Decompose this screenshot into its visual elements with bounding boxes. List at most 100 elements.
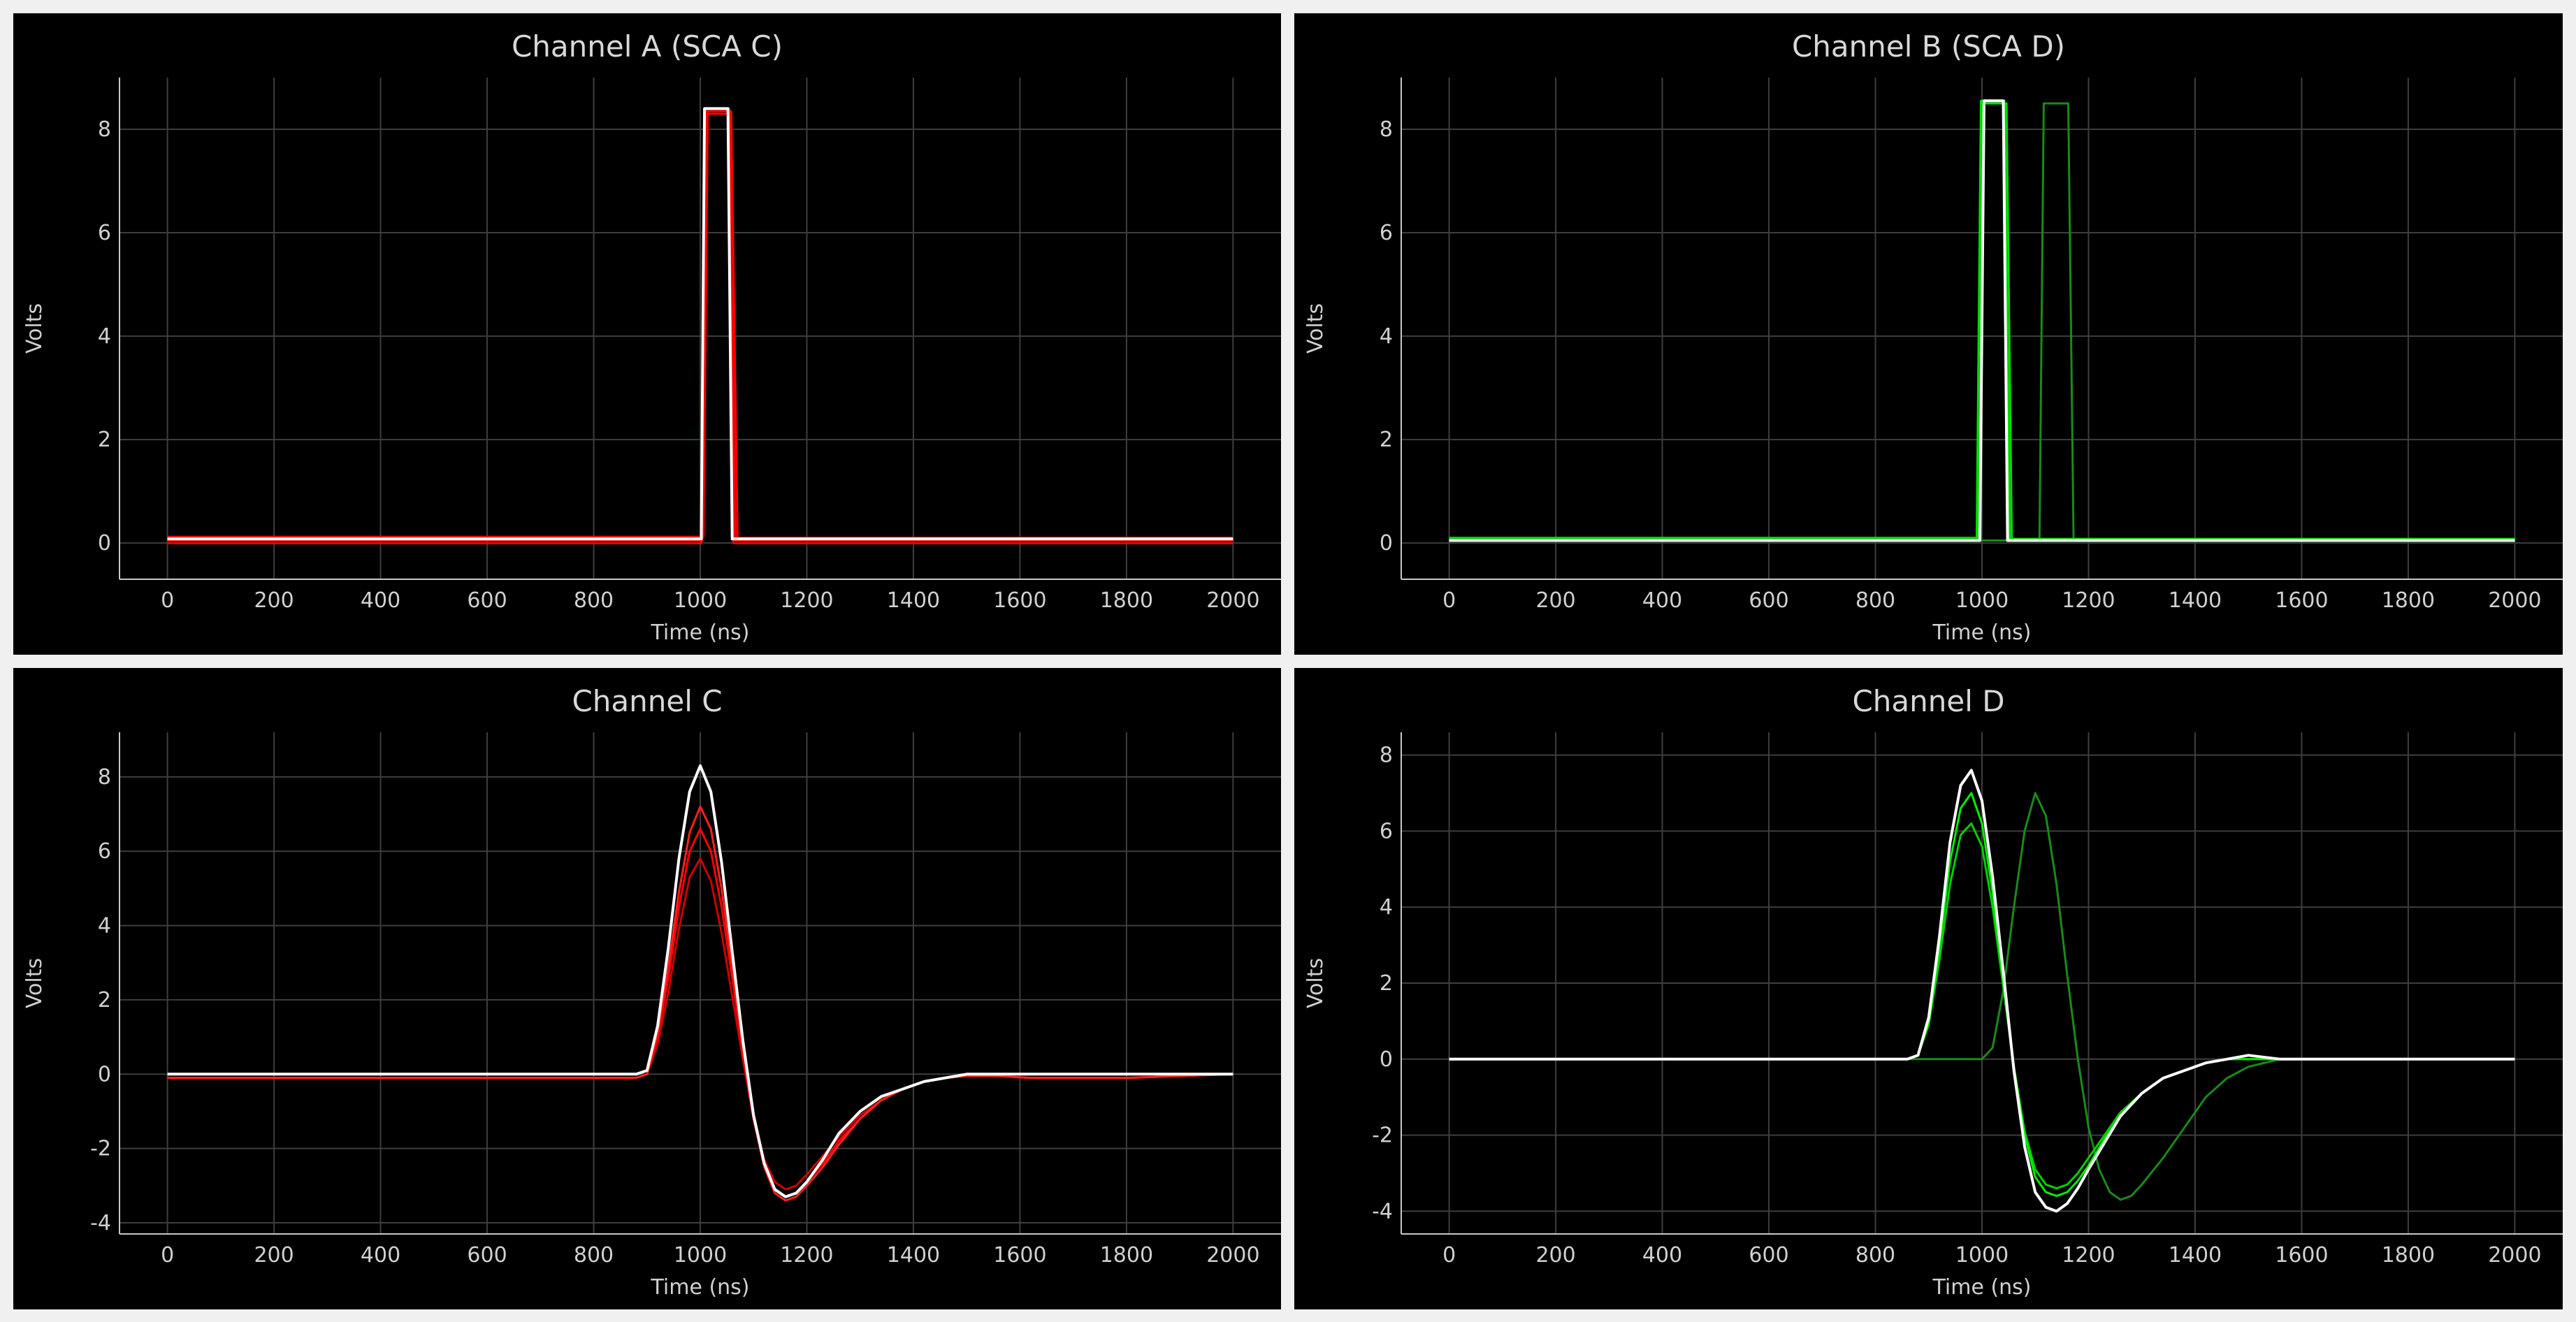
chart-panel-channel-b: Channel B (SCA D) 0 200 400 600 800 1000 1200 14…	[1294, 13, 2563, 655]
x-tick-label: 800	[574, 588, 614, 613]
x-tick-label: 1800	[1100, 1243, 1153, 1267]
x-tick-label: 1400	[2169, 1243, 2222, 1267]
x-tick-label: 1800	[2382, 1243, 2435, 1267]
x-tick-label: 400	[1642, 1243, 1682, 1267]
series-group	[167, 107, 1233, 544]
x-tick-label: 1600	[993, 1243, 1046, 1267]
y-tick-label: 6	[98, 221, 111, 245]
x-tick-label: 1200	[780, 1243, 833, 1267]
y-tick-label: 8	[1380, 743, 1393, 768]
y-axis-label: Volts	[22, 958, 47, 1008]
y-tick-label: -2	[90, 1137, 111, 1161]
y-tick-label: 6	[1380, 221, 1393, 245]
chart-svg: Channel D 0 200 400 600 800 1000 1200 1400 1600 18…	[1303, 684, 2563, 1300]
x-tick-label: 1000	[674, 1243, 727, 1267]
x-tick-label: 0	[161, 1243, 174, 1267]
x-tick-label: 800	[574, 1243, 614, 1267]
chart-svg: Channel A (SCA C) 0 200 400 600 800 1000 1200 14…	[22, 29, 1281, 645]
y-tick-label: -4	[1372, 1199, 1393, 1223]
y-axis-label: Volts	[1303, 303, 1328, 354]
x-tick-label: 400	[1642, 588, 1682, 613]
x-tick-label: 1800	[1100, 588, 1153, 613]
x-tick-label: 400	[361, 1243, 400, 1267]
series-line	[167, 112, 1233, 544]
x-tick-label: 1000	[674, 588, 727, 613]
x-axis-label: Time (ns)	[1932, 620, 2031, 645]
chart-title: Channel A (SCA C)	[512, 29, 783, 64]
y-tick-label: 4	[1380, 324, 1393, 349]
x-tick-label: 2000	[2488, 1243, 2541, 1267]
y-tick-label: 8	[98, 765, 111, 790]
x-tick-label: 1600	[2275, 588, 2328, 613]
series-group	[167, 764, 1233, 1202]
series-line	[167, 764, 1233, 1198]
x-axis-label: Time (ns)	[650, 1275, 749, 1300]
series-line	[1449, 102, 2515, 540]
chart-svg: Channel B (SCA D) 0 200 400 600 800 1000 1200 14…	[1303, 29, 2563, 645]
x-tick-label: 1000	[1955, 1243, 2009, 1267]
y-tick-label: 4	[98, 914, 111, 938]
x-tick-label: 0	[1442, 588, 1456, 613]
x-tick-label: 800	[1855, 1243, 1895, 1267]
x-tick-label: 800	[1855, 588, 1895, 613]
chart-panel-channel-c: Channel C 0 200 400 600 800 1000 1200 1400 1600 18…	[13, 668, 1281, 1309]
x-tick-label: 2000	[1206, 588, 1259, 613]
y-tick-label: 4	[98, 324, 111, 349]
x-tick-label: 2000	[2488, 588, 2541, 613]
y-tick-label: 8	[98, 117, 111, 142]
y-axis-label: Volts	[1303, 958, 1328, 1008]
series-group	[1449, 99, 2515, 542]
x-tick-label: 1200	[2062, 588, 2115, 613]
y-tick-label: 6	[98, 839, 111, 864]
x-tick-label: 2000	[1206, 1243, 1259, 1267]
y-tick-label: 2	[1380, 971, 1393, 996]
y-tick-label: 4	[1380, 895, 1393, 920]
chart-title: Channel C	[572, 684, 722, 718]
x-tick-label: 200	[254, 588, 294, 613]
x-tick-label: 1000	[1955, 588, 2009, 613]
series-line	[1449, 792, 2515, 1201]
y-tick-label: 2	[98, 428, 111, 452]
x-tick-label: 200	[1535, 588, 1575, 613]
y-tick-label: 8	[1380, 117, 1393, 142]
chart-panel-channel-d: Channel D 0 200 400 600 800 1000 1200 1400 1600 18…	[1294, 668, 2563, 1309]
x-tick-label: 600	[1749, 1243, 1788, 1267]
y-tick-label: -2	[1372, 1124, 1393, 1148]
x-tick-label: 0	[1442, 1243, 1456, 1267]
y-axis-label: Volts	[22, 303, 47, 354]
x-tick-label: 1800	[2382, 588, 2435, 613]
chart-title: Channel B (SCA D)	[1792, 29, 2065, 64]
y-tick-label: -4	[90, 1211, 111, 1235]
series-line	[167, 805, 1233, 1202]
y-tick-label: 0	[98, 531, 111, 555]
x-tick-label: 1600	[993, 588, 1046, 613]
x-tick-label: 600	[467, 588, 507, 613]
x-tick-label: 1400	[887, 1243, 940, 1267]
x-axis-label: Time (ns)	[650, 620, 749, 645]
x-tick-label: 1200	[780, 588, 833, 613]
x-axis-label: Time (ns)	[1932, 1275, 2031, 1300]
y-tick-label: 0	[1380, 531, 1393, 555]
chart-svg: Channel C 0 200 400 600 800 1000 1200 1400 1600 18…	[22, 684, 1281, 1300]
x-tick-label: 200	[1535, 1243, 1575, 1267]
x-tick-label: 1600	[2275, 1243, 2328, 1267]
x-tick-label: 600	[1749, 588, 1788, 613]
x-tick-label: 1400	[887, 588, 940, 613]
series-line	[167, 107, 1233, 541]
series-group	[1449, 769, 2515, 1213]
y-tick-label: 6	[1380, 819, 1393, 843]
x-tick-label: 1200	[2062, 1243, 2115, 1267]
x-tick-label: 400	[361, 588, 400, 613]
y-tick-label: 0	[1380, 1047, 1393, 1072]
chart-panel-channel-a: Channel A (SCA C) 0 200 400 600 800 1000 1200 14…	[13, 13, 1281, 655]
x-tick-label: 1400	[2169, 588, 2222, 613]
series-line	[1449, 769, 2515, 1213]
series-line	[1449, 99, 2515, 542]
y-tick-label: 2	[1380, 428, 1393, 452]
x-tick-label: 200	[254, 1243, 294, 1267]
x-tick-label: 600	[467, 1243, 507, 1267]
chart-title: Channel D	[1852, 684, 2004, 718]
x-tick-label: 0	[161, 588, 174, 613]
y-tick-label: 2	[98, 988, 111, 1012]
y-tick-label: 0	[98, 1062, 111, 1087]
